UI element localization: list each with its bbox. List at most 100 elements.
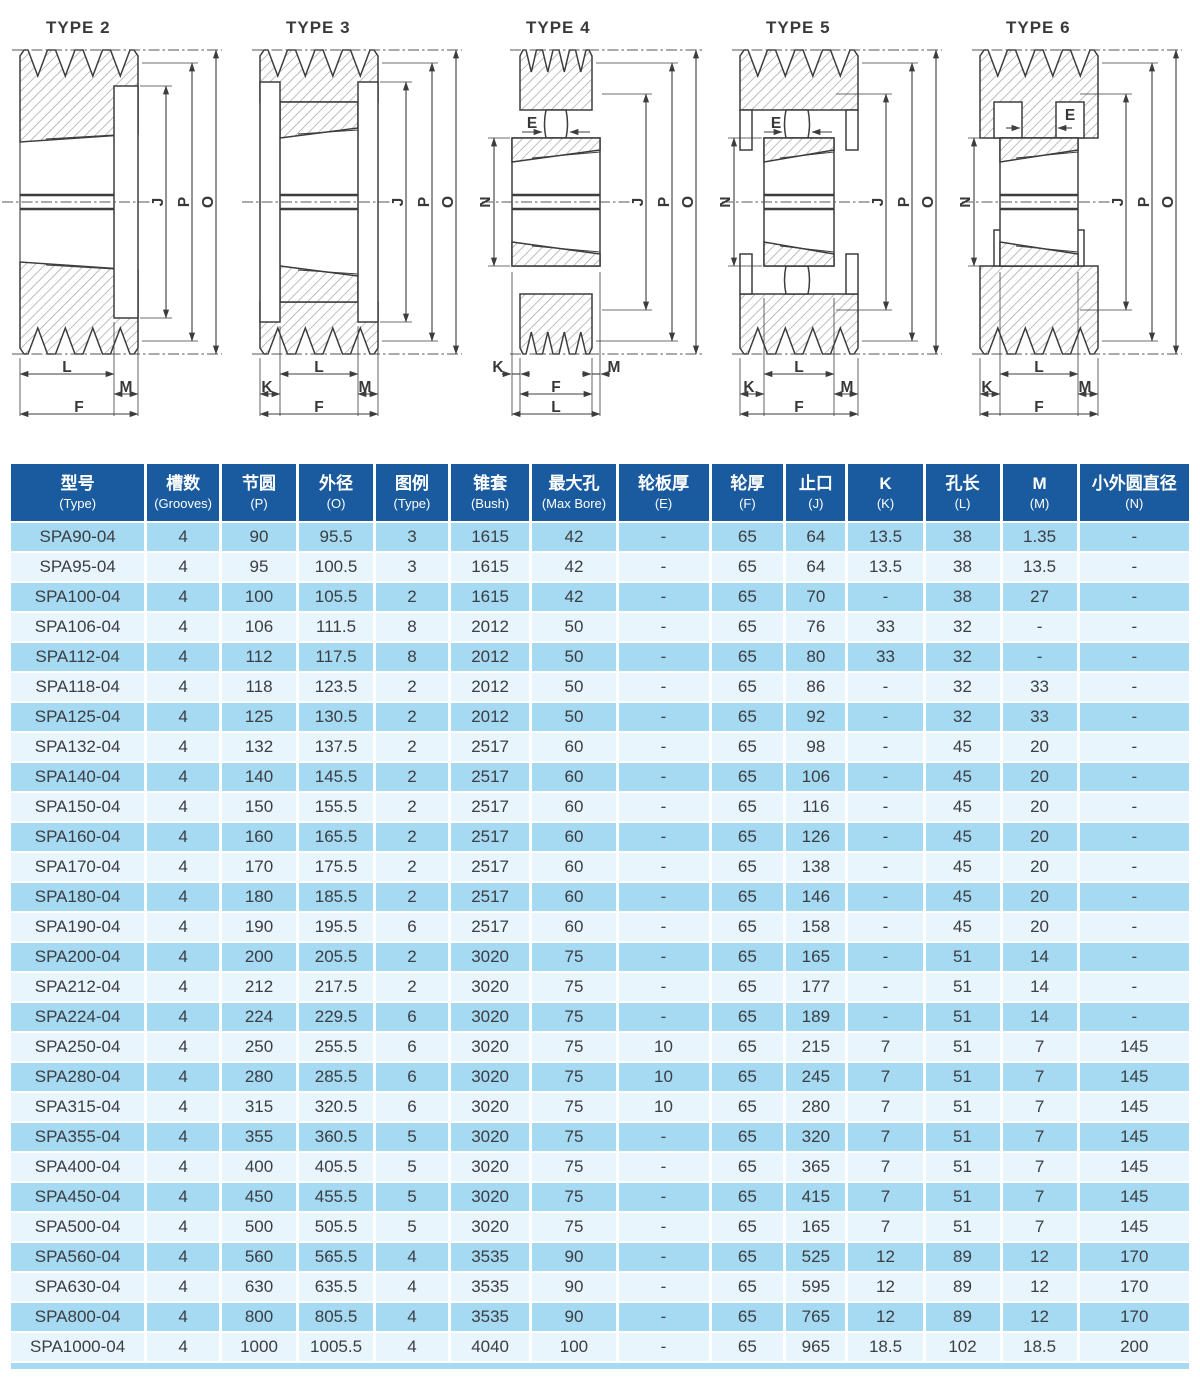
table-row: SPA560-04 4 560 565.5 4 3535 90-65 525 12 89 12 170	[11, 1243, 1189, 1271]
dim-label-J: J	[870, 198, 887, 207]
type6-diagram: TYPE 6	[960, 12, 1200, 462]
table-cell: 130.5	[299, 703, 374, 731]
dim-label-K: K	[743, 379, 755, 396]
table-cell: 280	[786, 1093, 846, 1121]
table-cell: 123.5	[299, 673, 374, 701]
table-cell: 160	[222, 823, 297, 851]
table-cell: SPA132-04	[11, 733, 145, 761]
table-cell: 4	[147, 1003, 219, 1031]
table-cell: 13.5	[1002, 553, 1077, 581]
table-cell: 1615	[450, 553, 530, 581]
table-cell: 4	[147, 1243, 219, 1271]
table-cell: 212	[222, 973, 297, 1001]
table-cell: 20	[1002, 823, 1077, 851]
table-cell: 111.5	[299, 613, 374, 641]
table-cell: 65	[711, 553, 784, 581]
table-cell: 13.5	[848, 523, 923, 551]
table-cell: -	[848, 913, 923, 941]
table-cell: 500	[222, 1213, 297, 1241]
table-cell: 3	[376, 523, 448, 551]
table-cell: 2	[376, 733, 448, 761]
dim-label-K: K	[981, 379, 993, 396]
table-cell: -	[618, 883, 709, 911]
table-cell: 7	[848, 1213, 923, 1241]
table-row: SPA140-04 4 140 145.5 2 2517 60-65 106-45 20-	[11, 763, 1189, 791]
table-cell: 4	[147, 583, 219, 611]
table-cell: 6	[376, 1063, 448, 1091]
table-cell: 145	[1079, 1123, 1189, 1151]
table-cell: 18.5	[1002, 1333, 1077, 1361]
table-cell: 4	[147, 673, 219, 701]
table-cell: 2	[376, 973, 448, 1001]
table-cell: 100	[222, 583, 297, 611]
table-cell: 4	[147, 943, 219, 971]
table-cell: 95	[222, 553, 297, 581]
dim-label-L: L	[1034, 359, 1043, 376]
table-cell: 5	[376, 1183, 448, 1211]
dim-label-E: E	[1065, 107, 1075, 124]
table-cell: 32	[925, 703, 1000, 731]
table-cell: 7	[1002, 1183, 1077, 1211]
table-row: SPA90-04 4 90 95.5 3 1615 42-65 64 13.5 38 1.35-	[11, 523, 1189, 551]
table-cell: 50	[532, 643, 616, 671]
dim-label-P: P	[176, 197, 193, 207]
table-cell: 75	[532, 1183, 616, 1211]
dim-label-P: P	[896, 197, 913, 207]
table-cell: 45	[925, 793, 1000, 821]
table-cell: 2517	[450, 793, 530, 821]
table-cell: 765	[786, 1303, 846, 1331]
table-cell: 355	[222, 1123, 297, 1151]
table-cell: 70	[786, 583, 846, 611]
dimension-lines: J P O L K M F	[259, 49, 460, 418]
table-cell: 20	[1002, 853, 1077, 881]
table-cell: -	[618, 613, 709, 641]
table-cell: 360.5	[299, 1123, 374, 1151]
table-cell: 75	[532, 1213, 616, 1241]
type4-drawing: E N J P O	[480, 49, 702, 418]
spec-table: 型号 (Type) 槽数 (Grooves) 节圆 (P) 外径 (O) 图例 (Type) 锥套(…	[8, 462, 1192, 1371]
table-cell: 7	[848, 1153, 923, 1181]
table-row: SPA355-04 4 355 360.5 5 3020 75-65 320 7 51 7 145	[11, 1123, 1189, 1151]
table-cell: 20	[1002, 793, 1077, 821]
centerlines	[482, 49, 702, 355]
pulley-body	[722, 49, 942, 355]
column-header: 图例 (Type)	[376, 464, 448, 521]
table-cell: 4	[147, 733, 219, 761]
table-cell: 150	[222, 793, 297, 821]
web	[783, 109, 811, 139]
table-row: SPA132-04 4 132 137.5 2 2517 60-65 98-45 20-	[11, 733, 1189, 761]
table-cell: 200	[1079, 1333, 1189, 1361]
table-cell: 33	[1002, 703, 1077, 731]
table-cell: 12	[1002, 1273, 1077, 1301]
table-cell: -	[1079, 913, 1189, 941]
type3-diagram: TYPE 3	[240, 12, 480, 462]
spec-table-body: SPA90-04 4 90 95.5 3 1615 42-65 64 13.5 38 1.35- SP…	[11, 523, 1189, 1369]
table-cell: -	[1079, 553, 1189, 581]
table-cell: 20	[1002, 913, 1077, 941]
table-cell: 106	[222, 613, 297, 641]
table-cell: 5	[376, 1213, 448, 1241]
table-row: SPA170-04 4 170 175.5 2 2517 60-65 138-45 20-	[11, 853, 1189, 881]
table-cell: 75	[532, 943, 616, 971]
table-cell: 4	[147, 973, 219, 1001]
table-cell: -	[1079, 763, 1189, 791]
column-header: 轮板厚 (E)	[618, 464, 709, 521]
table-cell: 3535	[450, 1303, 530, 1331]
table-cell: 145	[1079, 1153, 1189, 1181]
table-cell: 95.5	[299, 523, 374, 551]
table-cell: 3020	[450, 943, 530, 971]
table-cell: 60	[532, 733, 616, 761]
table-cell: 75	[532, 1033, 616, 1061]
bore	[512, 193, 600, 211]
table-cell: 4	[147, 793, 219, 821]
table-cell: 3	[376, 553, 448, 581]
table-cell: 89	[925, 1303, 1000, 1331]
table-cell: 89	[925, 1243, 1000, 1271]
table-cell: 1615	[450, 523, 530, 551]
dim-label-J: J	[1110, 198, 1127, 207]
table-cell: 146	[786, 883, 846, 911]
table-cell: 100.5	[299, 553, 374, 581]
table-cell: -	[618, 1183, 709, 1211]
table-cell: 90	[532, 1273, 616, 1301]
table-cell: 75	[532, 1153, 616, 1181]
